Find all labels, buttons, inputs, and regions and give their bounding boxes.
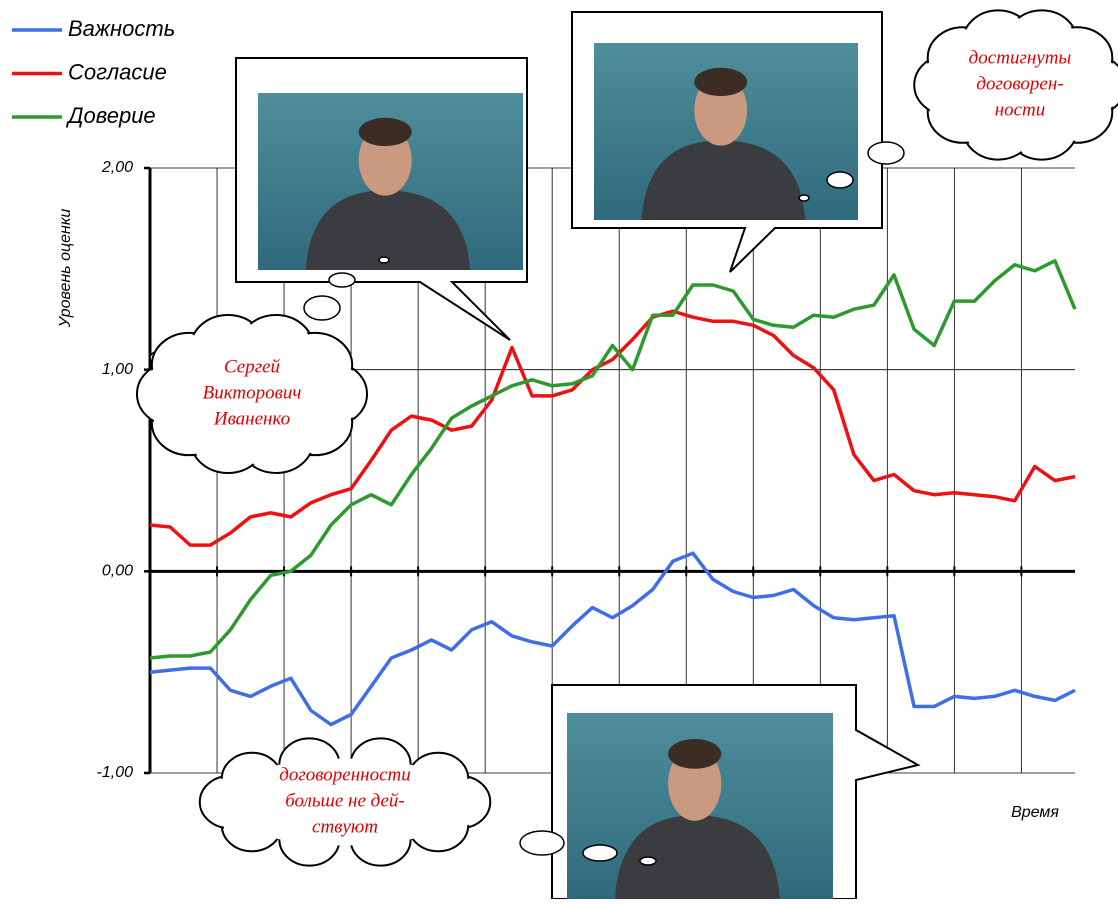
annotation-text: больше не дей-: [285, 790, 405, 811]
thought-bubble: [639, 856, 657, 866]
photo-person: [641, 140, 806, 220]
photo-person: [614, 815, 780, 899]
annotation-text: договорен-: [976, 73, 1063, 94]
cloud-core: [165, 340, 339, 448]
annotation-text: достигнуты: [969, 47, 1072, 68]
series-line: [149, 309, 1076, 547]
cloud: Сергей Викторович Иваненко: [135, 314, 369, 474]
series-line: [149, 259, 1077, 660]
series-line: [149, 551, 1076, 727]
y-tick-label: 0,00: [102, 563, 133, 580]
cloud: договоренности больше не дей-ствуют: [198, 737, 492, 867]
thought-bubble: [582, 844, 618, 862]
thought-bubble: [867, 141, 905, 165]
annotation-text: Сергей: [224, 356, 281, 377]
annotation-text: Иваненко: [213, 408, 290, 429]
cloud-core: [217, 758, 473, 846]
cloud: достигнуты договорен-ности: [913, 9, 1118, 161]
thought-bubble: [826, 171, 854, 189]
annotation-text: ствуют: [312, 816, 378, 837]
y-tick-label: 1,00: [102, 361, 133, 378]
thought-bubble: [519, 830, 565, 856]
x-axis-label: Время: [1011, 804, 1059, 821]
photo-hair: [668, 739, 722, 769]
plot: [149, 259, 1077, 727]
thought-bubble: [378, 256, 390, 264]
annotation-text: договоренности: [279, 764, 410, 785]
legend-label: Согласие: [68, 59, 167, 84]
y-axis-label: Уровень оценки: [57, 209, 74, 329]
annotation-text: Викторович: [203, 382, 302, 403]
thought-bubble: [303, 295, 341, 321]
y-tick-label: -1,00: [97, 764, 134, 781]
thought-bubble: [798, 194, 810, 202]
legend-label: Важность: [68, 16, 175, 41]
cloud-core: [941, 34, 1099, 136]
legend-label: Доверие: [65, 103, 156, 128]
photo-person: [305, 190, 470, 270]
annotation-text: ности: [995, 99, 1046, 120]
y-tick-label: 2,00: [101, 159, 133, 176]
thought-bubble: [328, 272, 356, 288]
photo-hair: [358, 117, 412, 147]
decorations: Важность Согласие Доверие Сергей Викторович И…: [12, 9, 1118, 900]
photo-hair: [694, 67, 748, 97]
